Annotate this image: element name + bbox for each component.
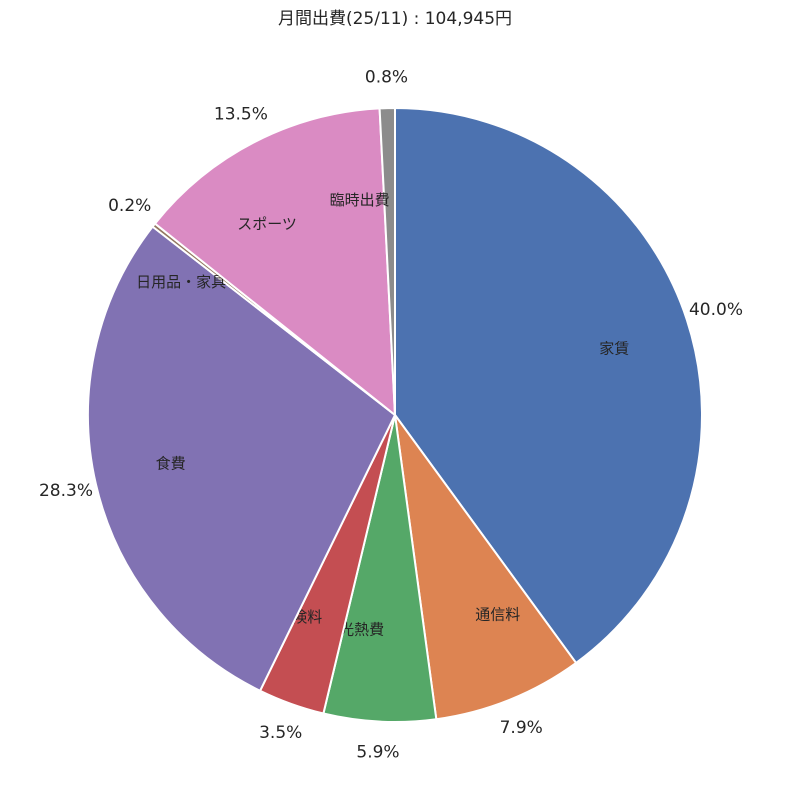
pie-slice-4 <box>87 225 396 692</box>
pct-label-4: 28.3% <box>39 481 93 501</box>
slice-label-6: スポーツ <box>237 215 297 233</box>
slice-label-7: 臨時出費 <box>330 191 390 209</box>
pie-slice-6 <box>153 107 396 416</box>
pct-label-1: 7.9% <box>500 718 543 738</box>
pie-slice-7 <box>378 107 396 416</box>
pie-slice-1 <box>394 414 578 721</box>
pct-label-2: 5.9% <box>356 742 399 762</box>
slice-label-0: 家賃 <box>599 339 629 357</box>
pct-label-5: 0.2% <box>108 196 151 216</box>
pct-label-6: 13.5% <box>214 105 268 125</box>
pct-label-7: 0.8% <box>365 67 408 87</box>
slice-label-4: 食費 <box>156 455 186 473</box>
pie-slice-0 <box>394 107 703 664</box>
pct-label-0: 40.0% <box>689 300 743 320</box>
chart-title: 月間出費(25/11) : 104,945円 <box>277 9 513 29</box>
slice-label-1: 通信料 <box>475 605 520 623</box>
pct-label-3: 3.5% <box>259 723 302 743</box>
slice-label-5: 日用品・家具 <box>136 273 226 291</box>
